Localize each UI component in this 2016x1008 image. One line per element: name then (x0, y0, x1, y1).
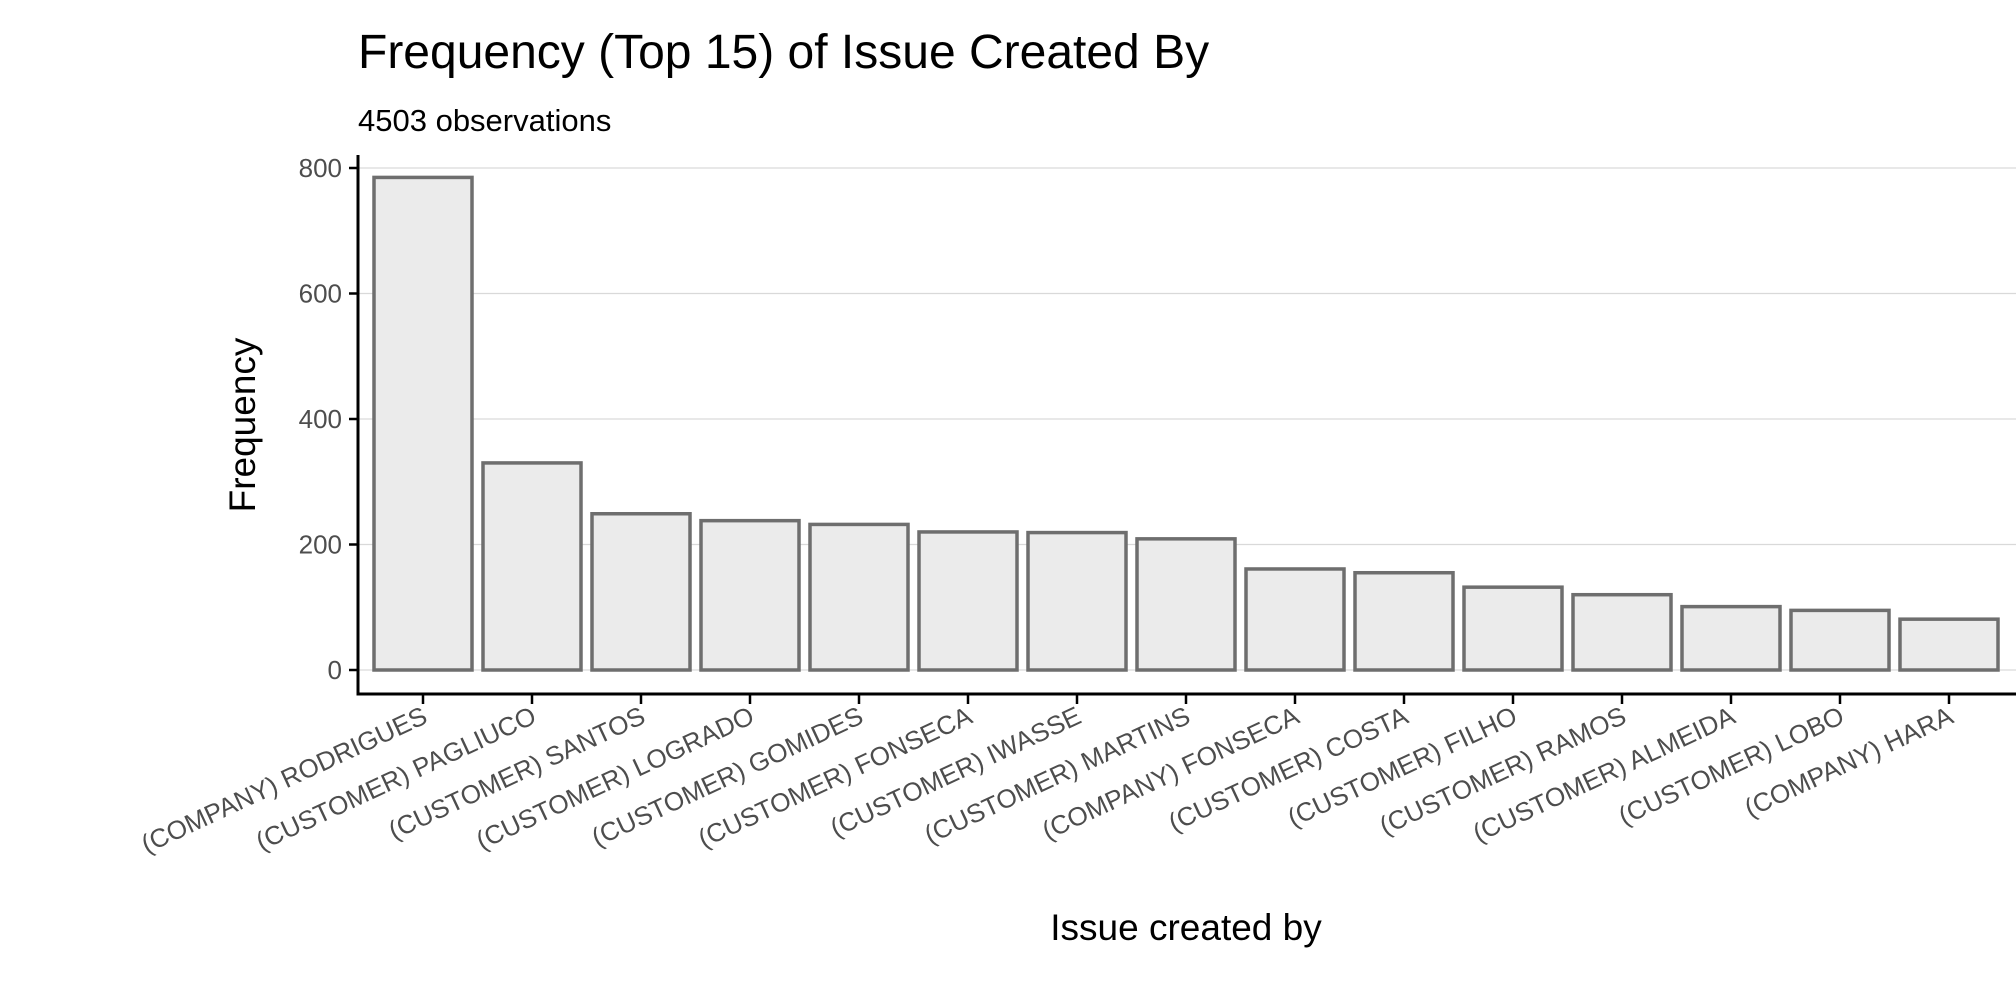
y-tick-label: 400 (299, 404, 342, 434)
bar (699, 518, 801, 672)
x-axis-label: Issue created by (1050, 907, 1322, 948)
bar (372, 175, 474, 672)
bar (1462, 585, 1564, 672)
bars (372, 175, 2000, 672)
bar (917, 530, 1019, 672)
bar (590, 512, 692, 672)
bar (1680, 604, 1782, 672)
chart-subtitle: 4503 observations (358, 103, 611, 138)
y-axis-label: Frequency (222, 337, 263, 512)
x-ticks: (COMPANY) RODRIGUES(CUSTOMER) PAGLIUCO(C… (137, 694, 1958, 859)
bar (1353, 570, 1455, 672)
bar (481, 461, 583, 672)
y-tick-label: 800 (299, 153, 342, 183)
bar (1135, 537, 1237, 672)
bar (1789, 608, 1891, 672)
bar (1244, 567, 1346, 672)
y-tick-label: 0 (328, 655, 342, 685)
bar (1571, 592, 1673, 672)
chart-title: Frequency (Top 15) of Issue Created By (358, 26, 1209, 79)
bar (1026, 530, 1128, 672)
y-tick-label: 600 (299, 279, 342, 309)
bar (1898, 617, 2000, 672)
bar (808, 522, 910, 672)
y-ticks: 0 200 400 600 800 (299, 153, 358, 685)
y-tick-label: 200 (299, 530, 342, 560)
